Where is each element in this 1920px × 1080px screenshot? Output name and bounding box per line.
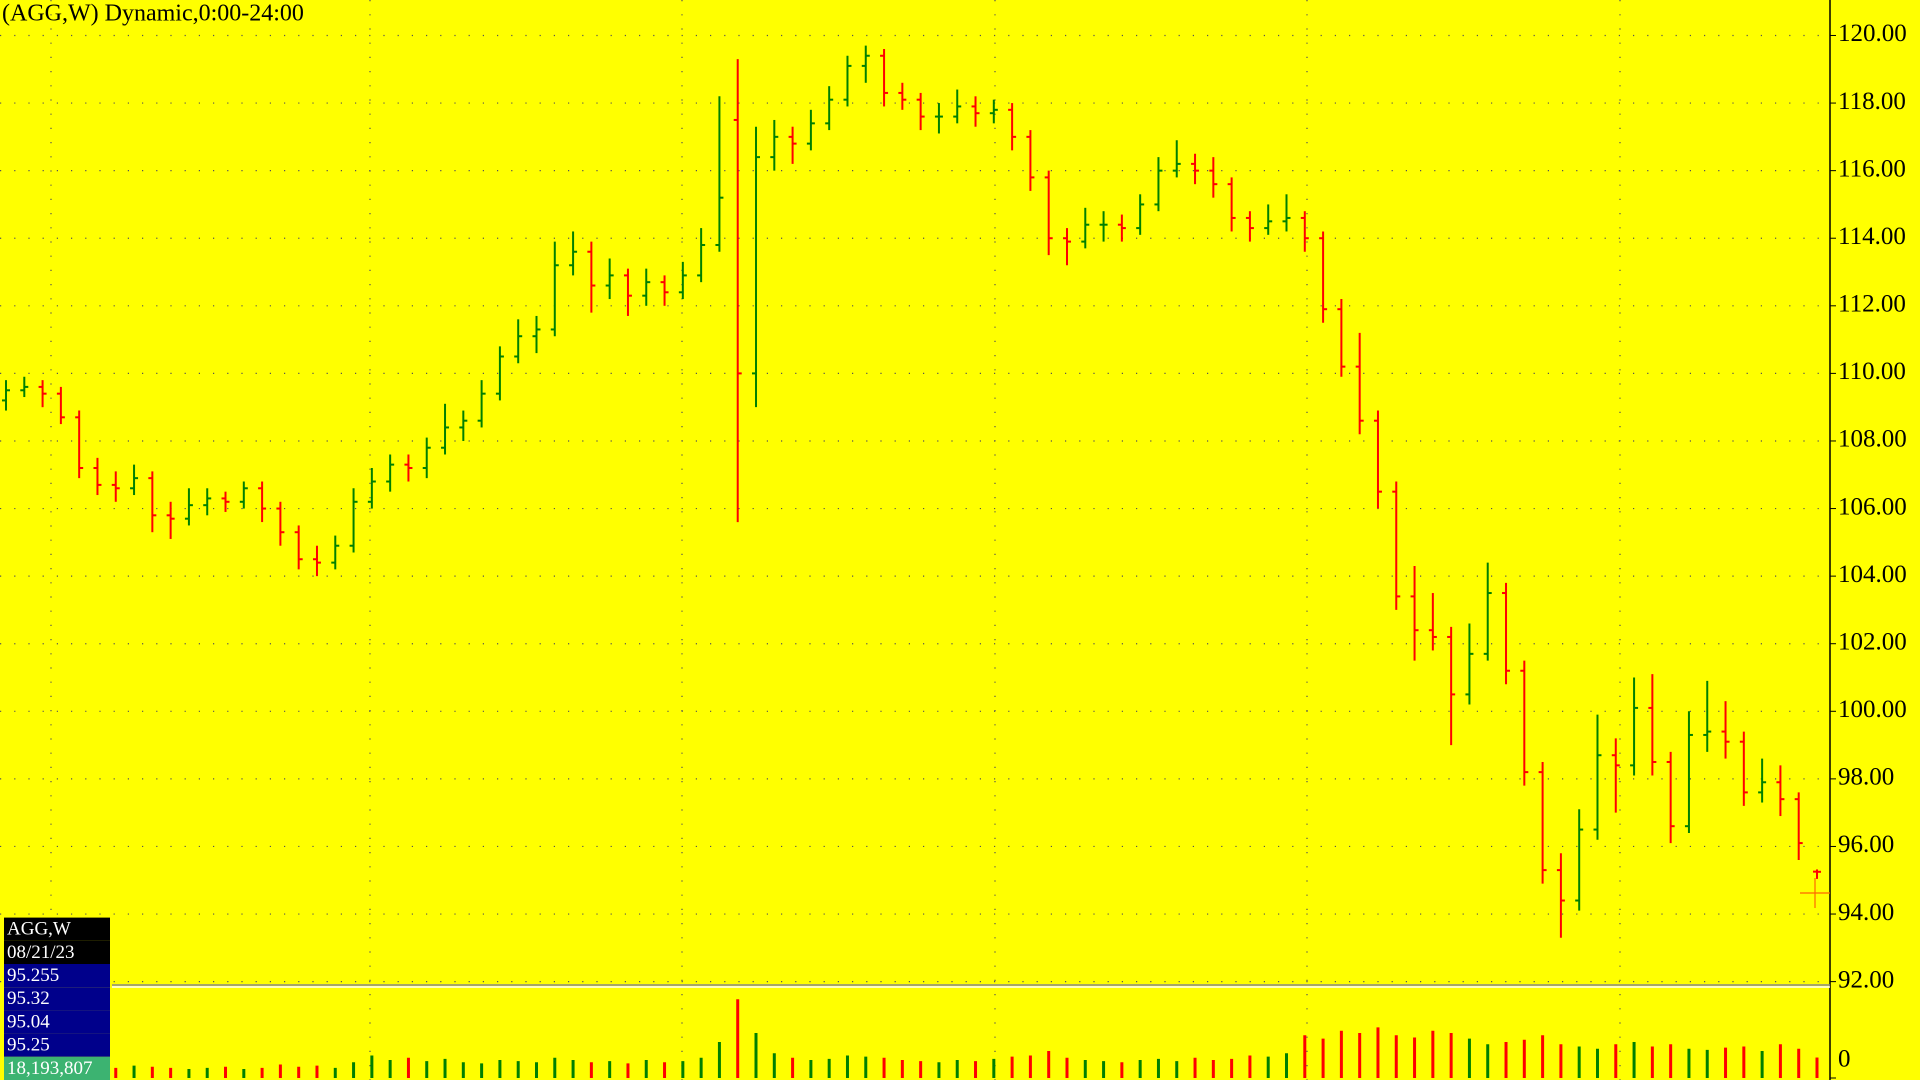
readout-row-bg (4, 964, 110, 988)
y-tick-label: 108.00 (1838, 426, 1907, 453)
y-tick-label: 0 (1838, 1046, 1851, 1073)
y-tick-label: 110.00 (1838, 358, 1906, 385)
readout-row-bg (4, 1033, 110, 1057)
y-tick-label: 116.00 (1838, 155, 1906, 182)
volume-series (4, 999, 1819, 1078)
readout-text: 08/21/23 (7, 942, 75, 963)
readout-text: AGG,W (7, 919, 71, 940)
y-tick-label: 112.00 (1838, 291, 1906, 318)
y-tick-label: 100.00 (1838, 696, 1907, 723)
y-tick-label: 102.00 (1838, 628, 1907, 655)
readout-text: 95.25 (7, 1035, 50, 1056)
readout-row-bg (4, 1010, 110, 1034)
vertical-grid (50, 0, 1621, 1080)
y-tick-label: 94.00 (1838, 899, 1894, 926)
y-tick-label: 98.00 (1838, 764, 1894, 791)
crosshair (1800, 878, 1830, 908)
readout-text: 95.32 (7, 988, 50, 1009)
chart-title: (AGG,W) Dynamic,0:00-24:00 (2, 1, 304, 27)
y-tick-label: 92.00 (1838, 966, 1894, 993)
readout-row-bg (4, 987, 110, 1011)
ohlc-series (2, 45, 1821, 938)
y-tick-label: 96.00 (1838, 831, 1894, 858)
y-tick-label: 104.00 (1838, 561, 1907, 588)
y-tick-label: 118.00 (1838, 88, 1906, 115)
y-tick-label: 106.00 (1838, 493, 1907, 520)
y-tick-label: 120.00 (1838, 20, 1907, 47)
readout-text: 18,193,807 (7, 1058, 93, 1079)
readout-row-bg (4, 1056, 110, 1080)
readout-text: 95.04 (7, 1011, 50, 1032)
y-tick-label: 114.00 (1838, 223, 1906, 250)
readout-row-bg (4, 917, 110, 941)
readout-row-bg (4, 940, 110, 964)
readout-text: 95.255 (7, 965, 59, 986)
